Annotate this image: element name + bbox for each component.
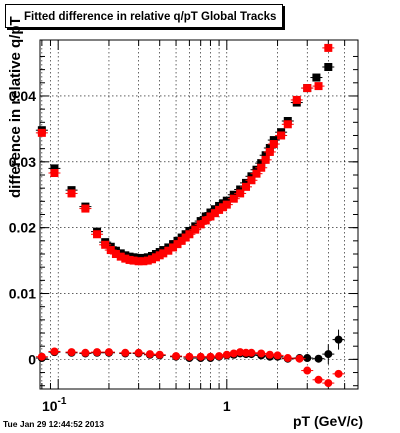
plot-frame [39, 39, 359, 390]
data-point-square [93, 230, 102, 239]
data-point-circle [334, 335, 343, 344]
data-point-circle [196, 352, 205, 361]
data-point-square [303, 84, 312, 93]
data-point-square [257, 159, 266, 168]
data-point-circle [81, 348, 90, 357]
data-point-circle [324, 350, 333, 359]
data-point-square [111, 250, 120, 259]
data-point-circle [324, 379, 333, 388]
data-point-circle [229, 349, 238, 358]
chart-title: Fitted difference in relative q/pT Globa… [24, 11, 277, 23]
data-point-square [206, 212, 215, 221]
data-point-circle [134, 348, 143, 357]
data-point-square [222, 200, 231, 209]
data-point-square [185, 230, 194, 239]
data-point-square [50, 169, 59, 178]
data-point-circle [37, 352, 46, 361]
data-point-square [269, 140, 278, 149]
data-point-square [125, 255, 134, 264]
data-point-square [169, 243, 178, 252]
data-point-square [116, 252, 125, 261]
data-point-circle [265, 350, 274, 359]
data-point-square [247, 176, 256, 185]
data-point-square [314, 82, 323, 91]
x-tick-label: 10-1 [42, 396, 67, 414]
data-point-circle [314, 354, 323, 363]
data-point-square [277, 131, 286, 140]
data-point-circle [236, 348, 245, 357]
data-point-square [265, 147, 274, 156]
data-point-square [324, 62, 333, 71]
data-point-circle [222, 350, 231, 359]
title-box: Fitted difference in relative q/pT Globa… [5, 4, 283, 28]
data-point-square [324, 43, 333, 52]
data-point-circle [145, 350, 154, 359]
data-point-circle [206, 352, 215, 361]
timestamp: Tue Jan 29 12:44:52 2013 [3, 419, 104, 429]
data-point-square [257, 163, 266, 172]
grid [40, 40, 359, 389]
data-point-circle [303, 366, 312, 375]
data-point-square [159, 249, 168, 258]
y-tick-label: 0.03 [9, 154, 36, 170]
data-point-square [242, 182, 251, 191]
data-point-circle [303, 354, 312, 363]
data-point-circle [121, 348, 130, 357]
axis-ticks [40, 40, 359, 389]
data-point-circle [247, 348, 256, 357]
data-point-circle [215, 352, 224, 361]
y-tick-label: 0 [28, 351, 36, 367]
data-point-circle [314, 375, 323, 384]
data-point-square [196, 220, 205, 229]
data-point-circle [273, 351, 282, 360]
data-point-square [252, 169, 261, 178]
data-point-circle [104, 348, 113, 357]
data-point-square [236, 189, 245, 198]
data-point-square [312, 73, 321, 82]
data-point-square [139, 257, 148, 266]
data-point-square [50, 164, 59, 173]
data-point-circle [295, 354, 304, 363]
data-point-square [283, 120, 292, 129]
data-point-square [191, 225, 200, 234]
data-point-square [106, 246, 115, 255]
data-point-square [121, 254, 130, 263]
x-tick-label: 1 [223, 398, 231, 414]
data-point-circle [283, 354, 292, 363]
data-point-square [292, 95, 301, 104]
data-point-circle [172, 352, 181, 361]
data-point-square [129, 256, 138, 265]
data-point-square [37, 128, 46, 137]
x-axis-label: pT (GeV/c) [292, 413, 363, 429]
tick-labels: 0 0.01 0.02 0.03 0.04 10-1 1 [9, 88, 231, 414]
data-point-square [81, 204, 90, 213]
y-tick-label: 0.02 [9, 220, 36, 236]
data-point-square [261, 151, 270, 160]
data-point-square [229, 194, 238, 203]
data-point-circle [185, 352, 194, 361]
data-point-circle [50, 347, 59, 356]
data-point-square [143, 256, 152, 265]
data-point-square [201, 216, 210, 225]
data-point-circle [334, 369, 343, 378]
data-point-square [210, 209, 219, 218]
data-point-circle [67, 348, 76, 357]
data-point-square [101, 240, 110, 249]
y-tick-label: 0.04 [9, 88, 36, 104]
y-axis-label: difference in relative q/pT [7, 16, 24, 198]
data-point-square [67, 189, 76, 198]
data-point-square [261, 155, 270, 164]
data-point-circle [93, 348, 102, 357]
data-point-square [173, 240, 182, 249]
data-point-circle [257, 349, 266, 358]
data-point-circle [155, 350, 164, 359]
data-points [35, 43, 345, 388]
data-point-square [164, 246, 173, 255]
y-tick-label: 0.01 [9, 286, 36, 302]
